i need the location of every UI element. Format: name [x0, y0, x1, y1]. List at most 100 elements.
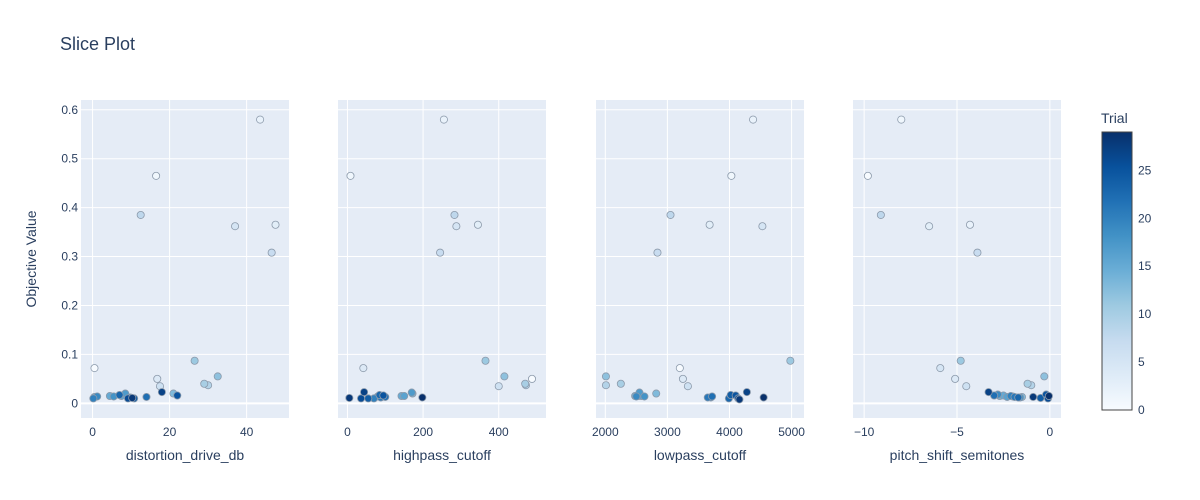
- data-point: [652, 389, 661, 398]
- panel-lowpass_cutoff: 2000 3000 4000 5000 lowpass_cutoff: [592, 100, 805, 463]
- x-tick-label: 0: [89, 425, 96, 439]
- data-point: [632, 392, 641, 401]
- data-point: [1044, 391, 1053, 400]
- data-point: [345, 393, 354, 402]
- y-axis-title: Objective Value: [23, 210, 39, 307]
- colorbar-tick-label: 10: [1138, 307, 1152, 321]
- data-point: [494, 382, 503, 391]
- data-point: [256, 115, 265, 124]
- data-point: [450, 210, 459, 219]
- data-point: [271, 220, 280, 229]
- data-point: [1029, 392, 1038, 401]
- data-point: [89, 394, 98, 403]
- data-point: [742, 388, 751, 397]
- data-point: [601, 372, 610, 381]
- y-tick-label: 0.1: [61, 347, 78, 361]
- x-tick-label: 40: [240, 425, 254, 439]
- x-tick-label: 400: [489, 425, 509, 439]
- data-point: [758, 222, 767, 231]
- data-point: [705, 220, 714, 229]
- data-point: [136, 210, 145, 219]
- data-point: [346, 171, 355, 180]
- colorbar-tick-label: 20: [1138, 211, 1152, 225]
- colorbar: Trial 0 5 10 15 20 25: [1101, 110, 1152, 417]
- colorbar-tick-label: 15: [1138, 259, 1152, 273]
- panel-pitch_shift_semitones: −10 −5 0 pitch_shift_semitones: [853, 100, 1061, 463]
- data-point: [735, 395, 744, 404]
- data-point: [500, 372, 509, 381]
- colorbar-tick-label: 25: [1138, 163, 1152, 177]
- data-point: [925, 222, 934, 231]
- chart-title: Slice Plot: [60, 34, 135, 54]
- data-point: [936, 364, 945, 373]
- x-tick-label: 0: [1047, 425, 1054, 439]
- data-point: [231, 222, 240, 231]
- data-point: [984, 388, 993, 397]
- data-point: [360, 388, 369, 397]
- data-point: [439, 115, 448, 124]
- data-point: [152, 171, 161, 180]
- data-point: [128, 393, 137, 402]
- panels: 0 20 4000.10.20.30.40.50.6distortion_drive…: [61, 100, 1061, 463]
- data-point: [418, 393, 427, 402]
- colorbar-tick-label: 5: [1138, 355, 1145, 369]
- data-point: [678, 374, 687, 383]
- data-point: [173, 391, 182, 400]
- data-point: [400, 391, 409, 400]
- data-point: [528, 374, 537, 383]
- data-point: [675, 364, 684, 373]
- panel-distortion_drive_db: 0 20 40 0 0.1 0.2 0.3 0.4 0.5 0.6 distortion_drive…: [61, 100, 289, 463]
- data-point: [473, 220, 482, 229]
- data-point: [1040, 372, 1049, 381]
- data-point: [267, 248, 276, 257]
- plot-area: [338, 100, 546, 418]
- data-point: [759, 393, 768, 402]
- data-point: [190, 356, 199, 365]
- data-point: [601, 381, 610, 390]
- plot-area: [596, 100, 804, 418]
- x-tick-label: 4000: [716, 425, 743, 439]
- x-axis-title: lowpass_cutoff: [654, 447, 746, 463]
- x-axis-title: distortion_drive_db: [126, 447, 245, 463]
- data-point: [436, 248, 445, 257]
- y-tick-label: 0.6: [61, 103, 78, 117]
- data-point: [157, 388, 166, 397]
- colorbar-tick-label: 0: [1138, 403, 1145, 417]
- data-point: [956, 356, 965, 365]
- data-point: [200, 379, 209, 388]
- x-tick-label: 5000: [778, 425, 805, 439]
- data-point: [142, 392, 151, 401]
- x-tick-label: 2000: [592, 425, 619, 439]
- data-point: [973, 248, 982, 257]
- data-point: [115, 391, 124, 400]
- colorbar-title: Trial: [1101, 110, 1128, 126]
- data-point: [863, 171, 872, 180]
- y-tick-label: 0: [71, 396, 78, 410]
- x-tick-label: −10: [854, 425, 875, 439]
- data-point: [876, 210, 885, 219]
- data-point: [640, 392, 649, 401]
- data-point: [379, 391, 388, 400]
- x-tick-label: 200: [413, 425, 433, 439]
- panel-highpass_cutoff: 0 200 400 highpass_cutoff: [338, 100, 546, 463]
- data-point: [653, 248, 662, 257]
- x-axis-title: highpass_cutoff: [393, 447, 491, 463]
- data-point: [708, 392, 717, 401]
- data-point: [951, 374, 960, 383]
- data-point: [1014, 393, 1023, 402]
- data-point: [452, 222, 461, 231]
- data-point: [364, 394, 373, 403]
- x-tick-label: 0: [344, 425, 351, 439]
- data-point: [749, 115, 758, 124]
- data-point: [966, 220, 975, 229]
- data-point: [1023, 379, 1032, 388]
- data-point: [666, 210, 675, 219]
- x-tick-label: 20: [163, 425, 177, 439]
- data-point: [683, 382, 692, 391]
- data-point: [359, 364, 368, 373]
- data-point: [616, 379, 625, 388]
- x-tick-label: −5: [950, 425, 964, 439]
- data-point: [962, 382, 971, 391]
- plot-area: [81, 100, 289, 418]
- data-point: [90, 364, 99, 373]
